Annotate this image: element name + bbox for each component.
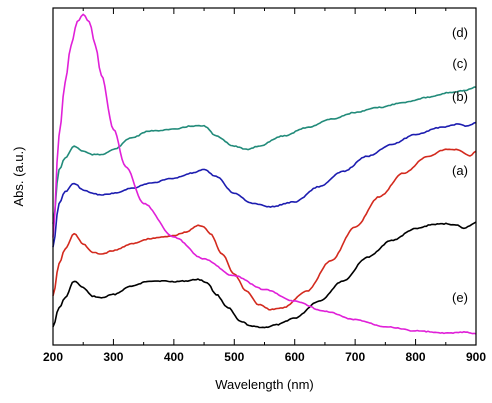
axes: 200 300 400 500 600 700 800 900 Wavelength (nm) A…: [11, 7, 486, 392]
series-line-d: [52, 86, 477, 224]
y-axis-title: Abs. (a.u.): [11, 147, 26, 207]
series-label-e: (e): [452, 290, 468, 305]
x-tick-label: 900: [466, 350, 486, 364]
series-layer: [52, 13, 477, 335]
x-tick-label: 200: [43, 350, 63, 364]
x-tick-label: 400: [164, 350, 184, 364]
x-axis-title: Wavelength (nm): [215, 377, 314, 392]
series-labels: (a) (b) (c) (d) (e): [452, 25, 468, 305]
x-tick-label: 300: [103, 350, 123, 364]
series-line-e: [52, 13, 477, 335]
series-line-b: [52, 148, 477, 311]
x-tick-label: 800: [406, 350, 426, 364]
series-label-d: (d): [452, 25, 468, 40]
x-tick-label: 700: [345, 350, 365, 364]
x-tick-label: 500: [224, 350, 244, 364]
x-tick-label: 600: [285, 350, 305, 364]
series-label-c: (c): [452, 56, 467, 71]
series-label-b: (b): [452, 89, 468, 104]
series-line-c: [52, 121, 477, 248]
series-line-a: [52, 221, 477, 329]
series-label-a: (a): [452, 163, 468, 178]
